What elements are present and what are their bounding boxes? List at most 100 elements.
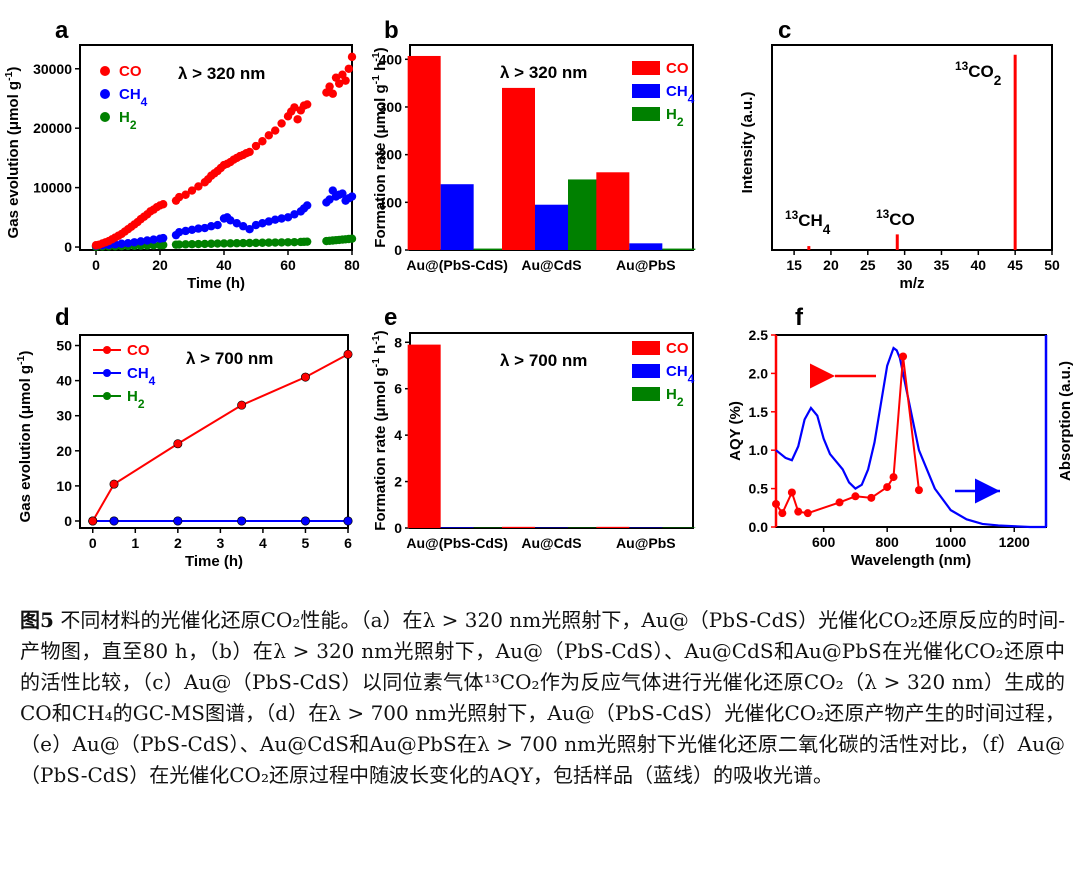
- panel-a-ylabel: Gas evolution (μmol g-1): [3, 67, 22, 239]
- panel-label-f: f: [795, 304, 804, 331]
- panel-a-point: [187, 239, 197, 249]
- panel-a-point: [239, 222, 248, 231]
- panel-d-ytick-label: 50: [56, 338, 72, 354]
- panel-f-aqy-point: [794, 507, 803, 516]
- panel-b-legend-label: CH4: [666, 83, 695, 106]
- panel-f-xtick-label: 1000: [935, 534, 966, 550]
- panel-d-frame: [79, 334, 349, 529]
- panel-b-legend-label: CO: [666, 60, 689, 77]
- panel-a-point: [277, 238, 286, 247]
- panel-a-point: [181, 240, 190, 249]
- panel-a-point: [143, 236, 152, 245]
- panel-f-xtick-label: 800: [875, 534, 899, 550]
- panel-d-annotation: λ > 700 nm: [186, 349, 273, 368]
- panel-d-xtick-label: 6: [344, 535, 352, 551]
- panel-d-point: [300, 372, 310, 382]
- panel-e-bar: [440, 527, 474, 528]
- panel-c-xtick-label: 40: [971, 257, 987, 273]
- panel-label-c: c: [778, 17, 791, 44]
- panel-a-point: [347, 192, 357, 201]
- panel-e-legend-label: CO: [666, 340, 689, 357]
- panel-e-bar: [502, 526, 535, 528]
- panel-c-xtick-label: 30: [897, 257, 913, 273]
- panel-b-legend-label: H2: [666, 106, 684, 129]
- panel-a-legend-marker: [100, 112, 110, 122]
- panel-e-category-label: Au@(PbS-CdS): [406, 535, 508, 551]
- panel-a-point: [271, 238, 280, 247]
- panel-a-point: [194, 239, 203, 249]
- panel-d-xtick-label: 4: [259, 535, 267, 551]
- panel-f-aqy-line: [775, 356, 920, 516]
- panel-e-ytick-label: 6: [394, 381, 402, 397]
- panel-d-xtick-label: 2: [174, 535, 182, 551]
- panel-c-xtick-label: 25: [860, 257, 876, 273]
- panel-b-bar: [473, 248, 507, 250]
- panel-e-ytick-label: 0: [394, 520, 402, 536]
- panel-f-aqy-point: [883, 483, 892, 492]
- panel-f-aqy-point: [778, 509, 787, 518]
- panel-a-point: [335, 79, 344, 88]
- panel-e-legend-swatch: [632, 387, 660, 401]
- panel-a-point: [251, 220, 261, 230]
- panel-a-xtick-label: 60: [280, 257, 296, 273]
- panel-b-ytick-label: 100: [379, 194, 403, 210]
- panel-f-ytick-label: 0.0: [749, 519, 769, 535]
- panel-a-point: [283, 238, 293, 247]
- panel-a-frame: [79, 44, 353, 251]
- panel-a-point: [325, 82, 334, 91]
- panel-e-ytick-label: 2: [394, 474, 402, 490]
- panel-a-point: [290, 103, 299, 112]
- panel-e-category-label: Au@CdS: [521, 535, 581, 551]
- panel-a-point: [194, 182, 203, 191]
- panel-a-point: [251, 141, 261, 151]
- panel-a-point: [325, 195, 334, 204]
- caption-text: 不同材料的光催化还原CO₂性能。（a）在λ > 320 nm光照射下，Au@（P…: [20, 608, 1065, 787]
- panel-f-xtick-label: 1200: [999, 534, 1030, 550]
- panel-c-peak-label: 13CO2: [955, 59, 1002, 88]
- panel-a-point: [258, 137, 267, 146]
- panel-e-ytick-label: 8: [394, 334, 402, 350]
- panel-a-legend-label: CH4: [119, 86, 148, 109]
- panel-b-bar: [440, 184, 474, 250]
- panel-e-ylabel: Formation rate (μmol g-1 h-1): [370, 330, 389, 530]
- panel-a-point: [159, 233, 168, 243]
- panel-d-legend-marker: [103, 369, 111, 377]
- panel-a-point: [264, 217, 273, 226]
- panel-b-bar: [629, 243, 663, 250]
- panel-d-point: [109, 479, 119, 489]
- panel-d-point: [343, 516, 353, 526]
- panel-d-point: [237, 516, 247, 526]
- panel-a-legend-marker: [100, 66, 110, 76]
- panel-e-legend-swatch: [632, 364, 660, 378]
- panel-a-point: [159, 200, 168, 209]
- panel-a-point: [347, 234, 357, 243]
- panel-f-aqy-point: [851, 492, 860, 501]
- panel-e-legend-label: H2: [666, 386, 684, 409]
- panel-a-point: [264, 131, 273, 140]
- panel-e-legend-swatch: [632, 341, 660, 355]
- panel-label-d: d: [55, 304, 70, 331]
- panel-a-ytick-label: 10000: [33, 180, 72, 196]
- panel-a-point: [277, 119, 286, 128]
- panel-b-legend-swatch: [632, 84, 660, 98]
- panel-a-ytick-label: 30000: [33, 61, 72, 77]
- panel-a-point: [175, 227, 184, 237]
- panel-e-annotation: λ > 700 nm: [500, 351, 587, 370]
- panel-a-point: [344, 64, 353, 73]
- panel-d-xtick-label: 0: [89, 535, 97, 551]
- panel-e-bar: [407, 344, 441, 528]
- panel-a-point: [159, 240, 168, 250]
- panel-c-ylabel: Intensity (a.u.): [739, 92, 756, 194]
- panel-f-ylabel-left: AQY (%): [727, 401, 744, 461]
- panel-e-bar: [596, 526, 630, 528]
- panel-a-point: [123, 238, 133, 248]
- panel-c-xtick-label: 45: [1007, 257, 1023, 273]
- panel-a-xtick-label: 40: [216, 257, 232, 273]
- panel-a-point: [187, 186, 197, 195]
- panel-a-point: [200, 223, 209, 233]
- panel-a-point: [213, 239, 222, 248]
- figure-caption: 图5 不同材料的光催化还原CO₂性能。（a）在λ > 320 nm光照射下，Au…: [20, 605, 1065, 791]
- panel-f-aqy-point: [803, 509, 812, 518]
- panel-b-bar: [662, 248, 696, 250]
- panel-label-a: a: [55, 17, 69, 44]
